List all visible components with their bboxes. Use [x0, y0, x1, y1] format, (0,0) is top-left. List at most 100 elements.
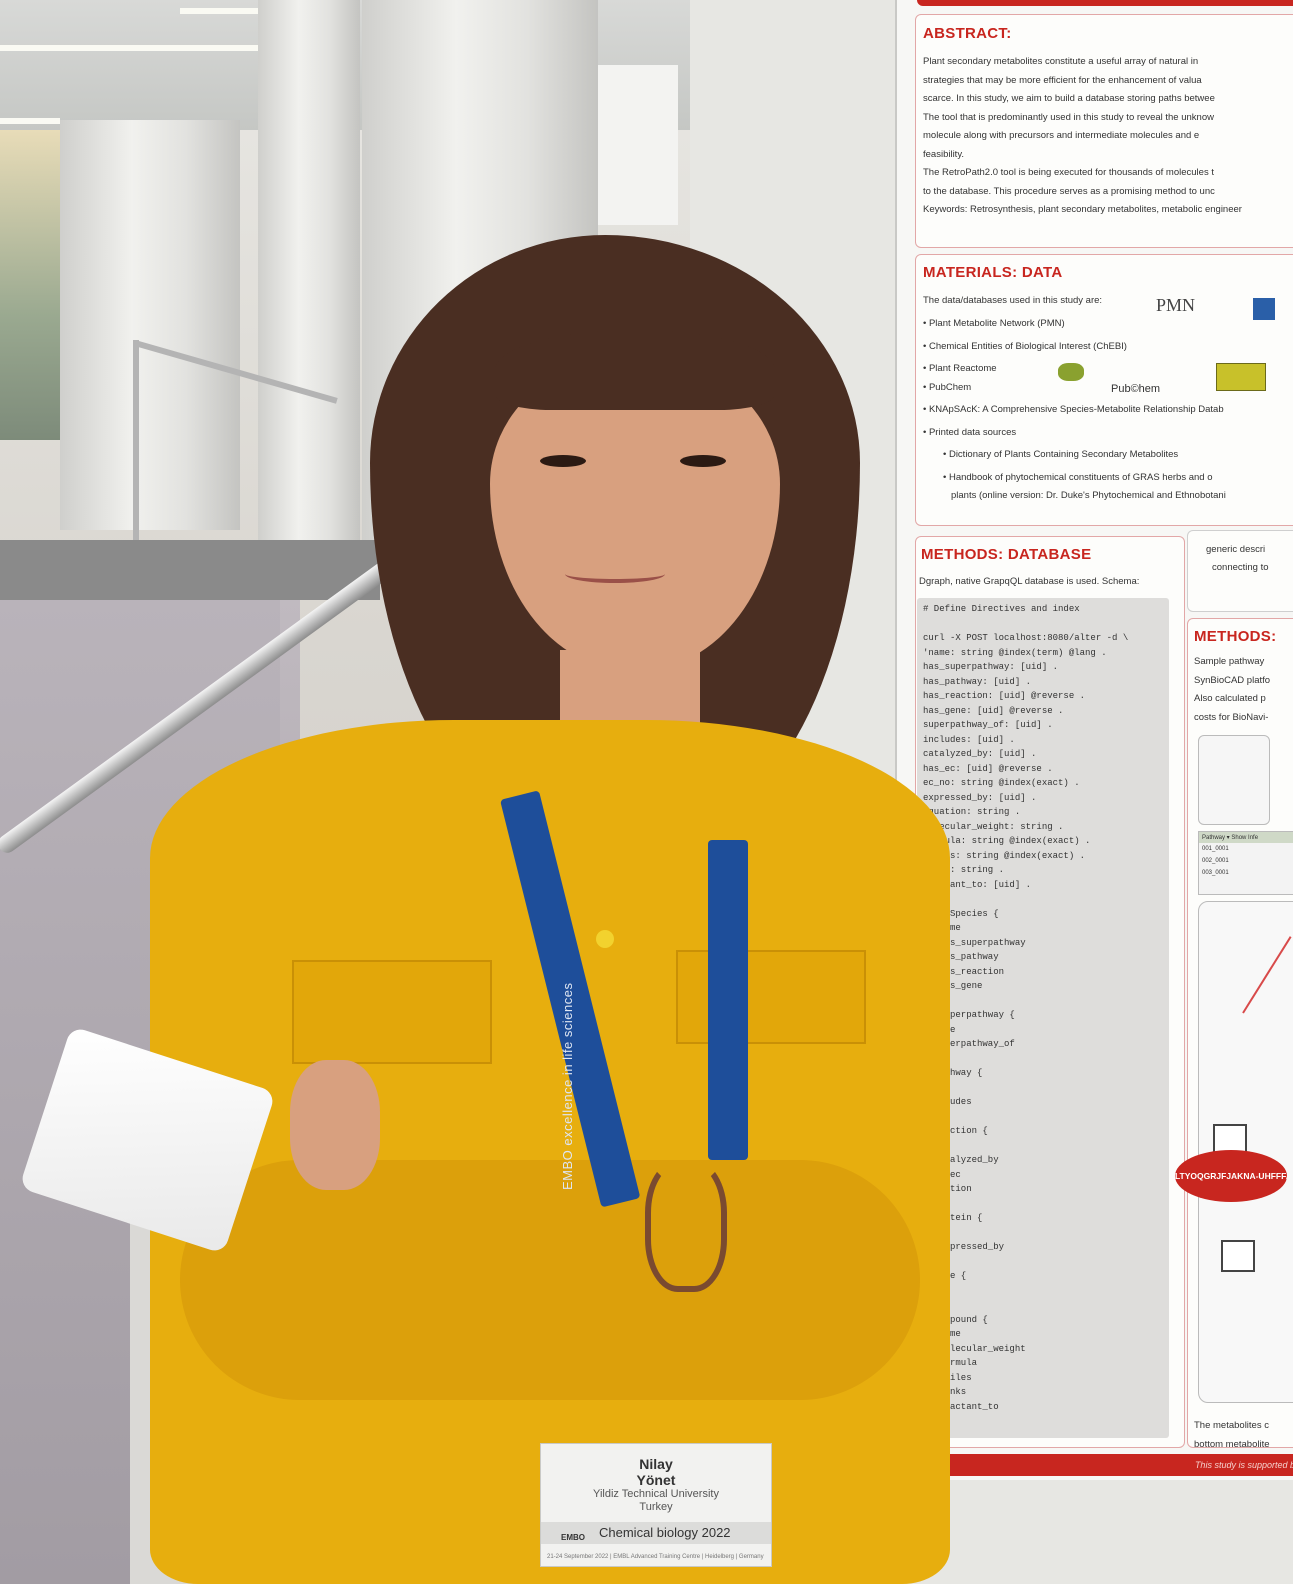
code-line: Protein {	[923, 1213, 983, 1223]
code-line: has_superpathway	[923, 937, 1026, 948]
code-line: formula	[923, 1358, 978, 1368]
code-line: formula: string @index(exact) .	[923, 836, 1091, 846]
code-line: molecular_weight: string .	[923, 821, 1064, 832]
left-eye	[540, 455, 586, 467]
ceiling-light	[180, 8, 270, 14]
scientific-poster: ABSTRACT: Plant secondary metabolites co…	[895, 0, 1293, 1480]
pmn-logo: PMN	[1156, 295, 1196, 315]
methods-right-line: Sample pathway	[1194, 656, 1265, 667]
materials-item: • Printed data sources	[923, 426, 1017, 438]
molecule-label: LTYOQGRJFJAKNA-UHFFFAOYSA-N	[1175, 1171, 1287, 1181]
materials-item: • Chemical Entities of Biological Intere…	[923, 340, 1127, 352]
abstract-title: ABSTRACT:	[923, 25, 1012, 42]
methods-right-title: METHODS:	[1194, 628, 1277, 645]
code-line: type Species {	[923, 908, 999, 919]
code-line	[923, 1298, 1128, 1313]
code-line: has_pathway	[923, 952, 999, 962]
badge-conference: Chemical biology 2022	[599, 1525, 731, 1540]
methods-right-section: METHODS: Sample pathway SynBioCAD platfo…	[1187, 618, 1293, 1448]
materials-item: • KNApSAcK: A Comprehensive Species-Meta…	[923, 404, 1224, 415]
code-line: ec_no: string @index(exact) .	[923, 778, 1080, 788]
pathway-table: Pathway ▾ Show Infe 001_0001 002_0001 00…	[1198, 831, 1293, 895]
face	[490, 360, 780, 670]
badge-first-name: Nilay	[639, 1456, 673, 1472]
pillar	[258, 0, 360, 560]
pathway-table-row: 001_0001	[1202, 846, 1229, 852]
abstract-line: scarce. In this study, we aim to build a…	[923, 93, 1215, 104]
badge-country: Turkey	[639, 1501, 673, 1513]
code-line: has_gene: [uid] @reverse .	[923, 705, 1064, 716]
molecule-label-ellipse: LTYOQGRJFJAKNA-UHFFFAOYSA-N	[1175, 1150, 1287, 1202]
lanyard-text: EMBO excellence in life sciences	[560, 982, 575, 1190]
abstract-line: Plant secondary metabolites constitute a…	[923, 56, 1199, 67]
code-line: name	[923, 1023, 1128, 1038]
code-line	[923, 1110, 1128, 1125]
abstract-line: strategies that may be more efficient fo…	[923, 74, 1202, 86]
bracelet	[645, 1160, 727, 1292]
methods-right-bottom: The metabolites c bottom metabolite	[1194, 1417, 1270, 1448]
code-line: links	[939, 1387, 967, 1397]
smile	[565, 565, 665, 583]
materials-subitem: plants (online version: Dr. Duke's Phyto…	[951, 490, 1226, 501]
code-line: superpathway_of: [uid] .	[923, 720, 1053, 730]
poster-footer: This study is supported b	[909, 1454, 1293, 1476]
compound-node	[1221, 1240, 1255, 1272]
pubchem-logo: Pub©hem	[1111, 383, 1161, 395]
methods-right-bottom-line: bottom metabolite	[1194, 1438, 1270, 1448]
badge-university: Yildiz Technical University	[593, 1488, 719, 1500]
knapsack-logo	[1216, 363, 1266, 391]
code-line: # Define Directives and index	[923, 604, 1080, 614]
code-line: }'	[923, 1414, 1128, 1429]
code-line: Reaction {	[923, 1126, 988, 1136]
code-line	[923, 994, 1128, 1009]
code-line: has_reaction: [uid] @reverse .	[923, 691, 1086, 701]
pathway-table-row: 002_0001	[1202, 858, 1229, 864]
stair-edge	[0, 540, 380, 600]
code-line	[923, 1255, 1128, 1270]
reaction-edge	[1242, 936, 1292, 1014]
abstract-line: The tool that is predominantly used in t…	[923, 111, 1214, 123]
ceiling-light	[0, 45, 265, 51]
materials-intro: The data/databases used in this study ar…	[923, 295, 1103, 306]
code-line: 'name: string @index(term) @lang .	[923, 647, 1107, 658]
code-line: has_pathway: [uid] .	[923, 676, 1032, 687]
code-line	[923, 892, 1128, 907]
methods-right-text: Sample pathway SynBioCAD platfo Also cal…	[1194, 653, 1270, 727]
code-line: has_superpathway: [uid] .	[923, 662, 1059, 672]
code-line: Compound {	[923, 1314, 988, 1325]
crossed-arms	[180, 1160, 920, 1400]
materials-title: MATERIALS: DATA	[923, 264, 1063, 281]
side-note-line: connecting to	[1212, 562, 1269, 573]
code-line: reactant_to: [uid] .	[923, 879, 1032, 890]
materials-subitem: • Handbook of phytochemical constituents…	[943, 471, 1213, 483]
badge-conference-row	[541, 1522, 771, 1544]
code-line: uation	[939, 1184, 972, 1194]
code-line: me	[923, 1284, 1128, 1299]
badge-dates: 21-24 September 2022 | EMBL Advanced Tra…	[547, 1554, 764, 1560]
methods-right-bottom-line: The metabolites c	[1194, 1420, 1269, 1431]
code-line: s_ec	[939, 1169, 961, 1180]
distant-poster	[598, 65, 678, 225]
window-view	[0, 130, 60, 440]
ceiling-light	[0, 118, 60, 124]
code-line: Gene {	[934, 1271, 967, 1281]
side-note-box: generic descri connecting to	[1187, 530, 1293, 612]
poster-top-band	[917, 0, 1293, 6]
code-line: me	[923, 1139, 1128, 1154]
name-badge: Nilay Yönet Yildiz Technical University …	[540, 1443, 772, 1567]
code-line: name	[939, 923, 961, 933]
code-line: links: string .	[923, 865, 1005, 875]
abstract-keywords: Keywords: Retrosynthesis, plant secondar…	[923, 204, 1242, 215]
materials-item: • PubChem	[923, 381, 972, 393]
lanyard-strap	[708, 840, 748, 1160]
methods-database-title: METHODS: DATABASE	[921, 546, 1092, 563]
code-line: includes: [uid] .	[923, 734, 1015, 745]
code-line: expressed_by: [uid] .	[923, 792, 1037, 803]
abstract-line: to the database. This procedure serves a…	[923, 185, 1215, 197]
code-line: has_ec: [uid] @reverse .	[923, 763, 1053, 774]
abstract-line: molecule along with precursors and inter…	[923, 130, 1200, 141]
abstract-line: feasibility.	[923, 148, 965, 160]
code-line: me	[923, 1226, 1128, 1241]
pathway-table-row: 003_0001	[1202, 870, 1229, 876]
methods-right-line: SynBioCAD platfo	[1194, 674, 1271, 686]
